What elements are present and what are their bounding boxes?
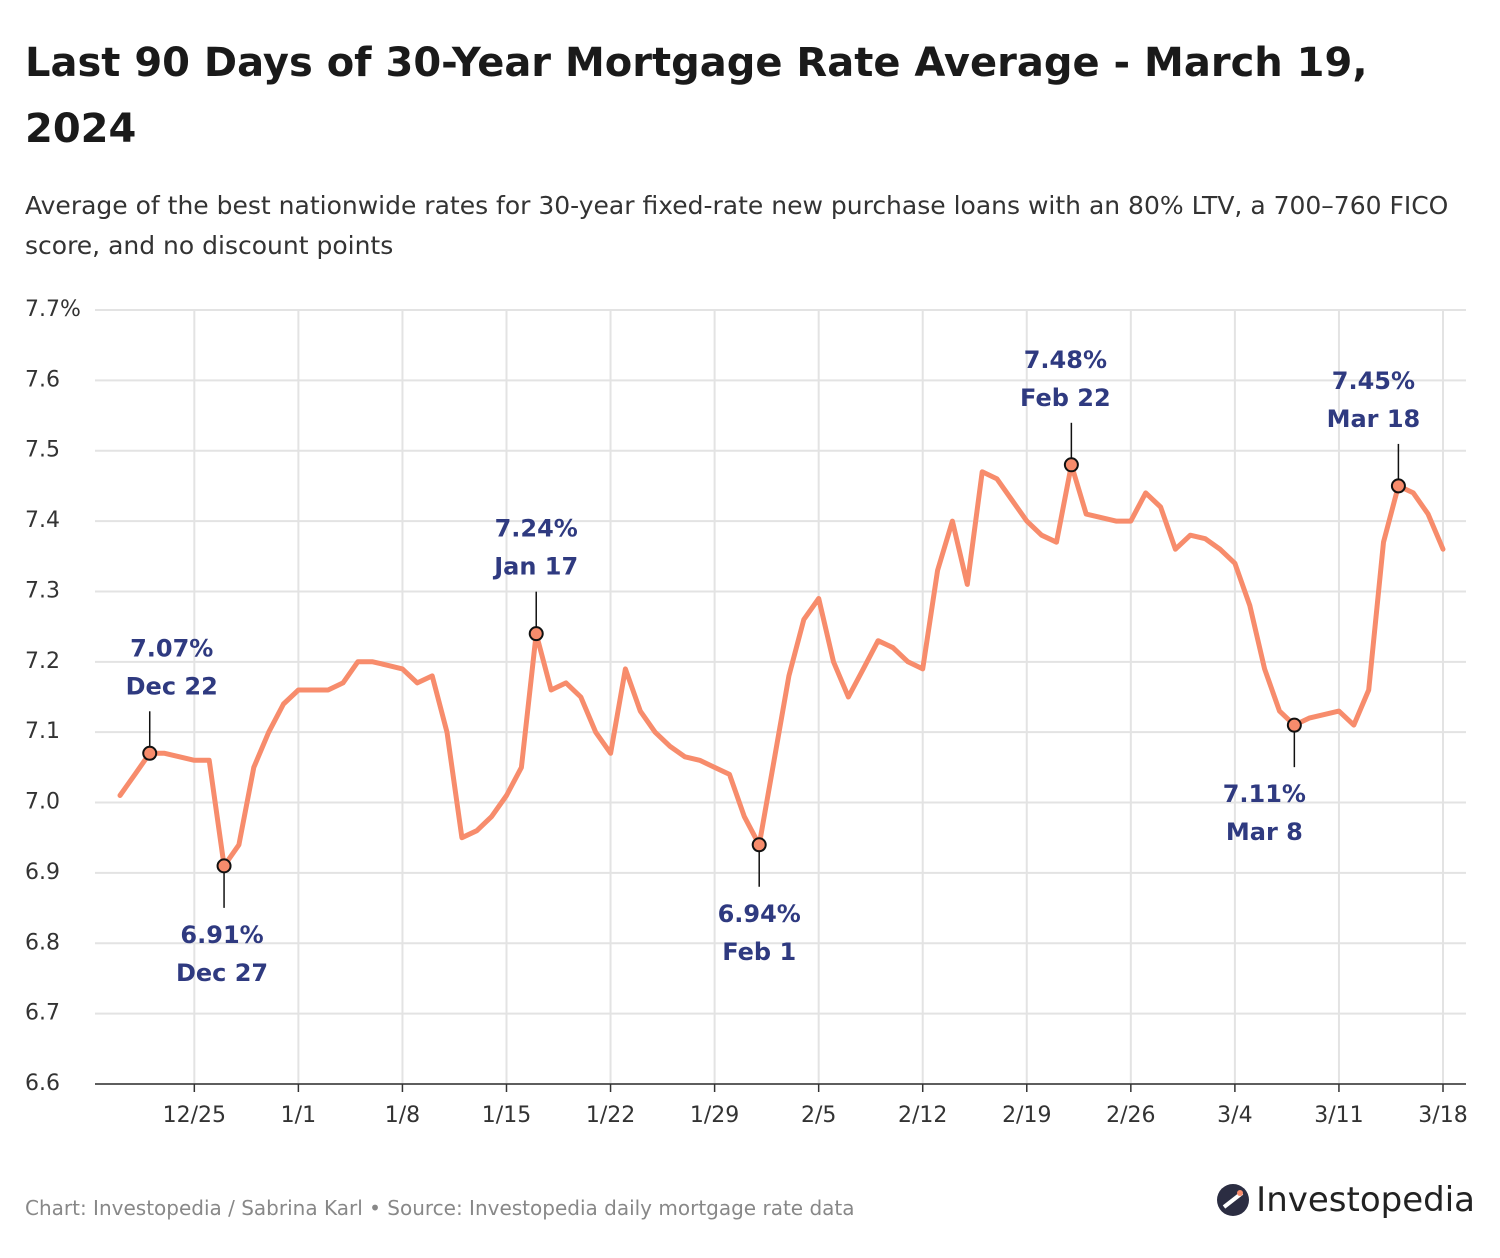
y-tick-label: 7.5: [25, 438, 60, 463]
annotation-value: 6.94%: [718, 900, 801, 928]
chart-title: Last 90 Days of 30-Year Mortgage Rate Av…: [25, 40, 1368, 152]
annotation-date: Dec 22: [126, 672, 218, 700]
x-tick-label: 1/22: [586, 1103, 635, 1128]
x-tick-label: 2/5: [801, 1103, 836, 1128]
x-tick-label: 2/19: [1002, 1103, 1051, 1128]
y-tick-label: 6.9: [25, 860, 60, 885]
y-tick-label: 7.0: [25, 790, 60, 815]
source-note: Chart: Investopedia / Sabrina Karl • Sou…: [25, 1196, 855, 1220]
annotation-value: 7.11%: [1223, 780, 1306, 808]
y-tick-label: 7.6: [25, 367, 60, 392]
y-tick-label: 7.4: [25, 508, 60, 533]
x-tick-label: 2/12: [898, 1103, 947, 1128]
x-tick-label: 3/4: [1217, 1103, 1252, 1128]
annotation-date: Feb 22: [1020, 384, 1111, 412]
x-tick-label: 12/25: [163, 1103, 226, 1128]
brand-icon: [1217, 1184, 1250, 1216]
annotation-point: [1390, 478, 1406, 494]
annotation-value: 7.45%: [1332, 367, 1415, 395]
y-tick-label: 7.2: [25, 649, 60, 674]
annotation-value: 7.48%: [1024, 346, 1107, 374]
x-tick-label: 1/29: [690, 1103, 739, 1128]
x-tick-label: 1/15: [482, 1103, 531, 1128]
annotation-date: Mar 18: [1327, 405, 1421, 433]
annotation-value: 7.24%: [495, 515, 578, 543]
chart-subtitle: Average of the best nationwide rates for…: [25, 191, 1449, 260]
x-tick-label: 2/26: [1106, 1103, 1155, 1128]
annotation-point: [751, 837, 767, 853]
annotation-point: [1063, 457, 1079, 473]
y-tick-label: 7.3: [25, 578, 60, 603]
y-tick-label: 6.8: [25, 930, 60, 955]
y-tick-label: 6.6: [25, 1071, 60, 1096]
y-tick-label: 7.1: [25, 719, 60, 744]
annotation-point: [528, 626, 544, 642]
annotation-point: [142, 745, 158, 761]
y-tick-label: 7.7%: [25, 297, 81, 322]
x-tick-label: 3/11: [1314, 1103, 1363, 1128]
annotation-date: Dec 27: [176, 959, 268, 987]
annotation-date: Jan 17: [492, 553, 578, 581]
brand-logo: Investopedia: [1216, 1180, 1475, 1220]
brand-name: Investopedia: [1256, 1180, 1475, 1220]
annotation-date: Mar 8: [1226, 818, 1303, 846]
x-tick-label: 1/8: [385, 1103, 420, 1128]
y-tick-label: 6.7: [25, 1001, 60, 1026]
annotation-point: [1286, 717, 1302, 733]
annotation-date: Feb 1: [722, 938, 796, 966]
annotation-value: 6.91%: [180, 921, 263, 949]
annotation-value: 7.07%: [130, 634, 213, 662]
x-tick-label: 1/1: [281, 1103, 316, 1128]
annotation-point: [216, 858, 232, 874]
x-tick-label: 3/18: [1418, 1103, 1467, 1128]
rate-line: [117, 462, 1446, 869]
